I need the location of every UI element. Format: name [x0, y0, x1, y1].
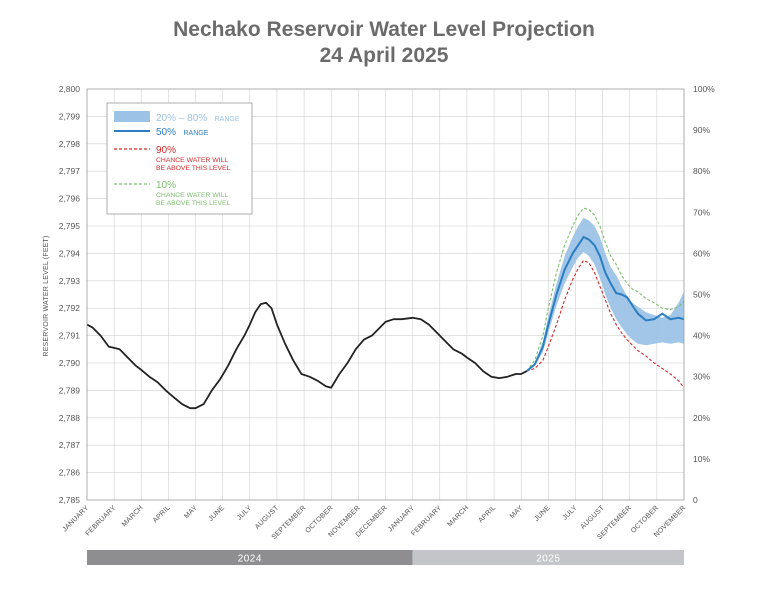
y-tick-label: 2,789: [59, 385, 81, 395]
series-lines: [86, 207, 685, 410]
x-month-label: MAY: [509, 504, 525, 520]
y-axis-label: RESERVOIR WATER LEVEL (FEET): [43, 235, 50, 356]
year-bar: [412, 550, 684, 565]
y2-tick-label: 90%: [693, 125, 710, 135]
y2-tick-label: 0: [693, 495, 698, 505]
x-month-label: MAY: [183, 504, 199, 520]
x-month-label: APRIL: [477, 504, 497, 524]
range-band-group: [526, 217, 684, 372]
legend: 20% – 80% RANGE 50% RANGE 90% CHANCE WAT…: [106, 102, 253, 215]
legend-p10-line2: BE ABOVE THIS LEVEL: [156, 200, 231, 207]
x-month-label: AUGUST: [254, 504, 281, 531]
legend-p90-line1: CHANCE WATER WILL: [156, 157, 228, 164]
y2-tick-label: 30%: [693, 372, 710, 382]
x-month-label: JULY: [562, 504, 579, 521]
legend-p90-line2: BE ABOVE THIS LEVEL: [156, 165, 231, 172]
x-month-label: MARCH: [121, 504, 145, 528]
series-line-p10: [526, 207, 685, 372]
x-month-label: JULY: [236, 504, 253, 521]
y2-tick-label: 100%: [693, 84, 715, 94]
y2-tick-label: 20%: [693, 413, 710, 423]
y-tick-label: 2,787: [59, 440, 81, 450]
y-tick-label: 2,792: [59, 303, 81, 313]
y2-axis-ticks: 100% 90% 80% 70% 60% 50% 40% 30% 20% 10% 0: [693, 84, 715, 505]
y-tick-label: 2,785: [59, 495, 81, 505]
x-month-label: APRIL: [152, 504, 172, 524]
series-line-observed: [86, 301, 528, 410]
chart-title-line1: Nechako Reservoir Water Level Projection: [173, 18, 595, 41]
y-tick-label: 2,791: [59, 331, 81, 341]
legend-p10-value: 10%: [156, 180, 176, 191]
year-bars: 2024 2025: [87, 550, 684, 565]
y2-tick-label: 50%: [693, 290, 710, 300]
y-tick-label: 2,800: [59, 84, 81, 94]
y-tick-label: 2,794: [59, 248, 81, 258]
plot-border: [86, 88, 685, 501]
year-label: 2024: [238, 554, 262, 565]
x-month-label: JANUARY: [387, 504, 416, 533]
range-band-20-80: [526, 217, 684, 372]
y2-tick-label: 80%: [693, 166, 710, 176]
chart-title: Nechako Reservoir Water Level Projection…: [0, 17, 768, 69]
x-month-label: MARCH: [447, 504, 471, 528]
x-month-label: AUGUST: [580, 504, 607, 531]
x-month-label: JUNE: [208, 504, 227, 523]
y-tick-label: 2,798: [59, 139, 81, 149]
legend-range-label: 20% – 80% RANGE: [156, 108, 240, 125]
legend-p10-line1: CHANCE WATER WILL: [156, 192, 228, 199]
y-tick-label: 2,786: [59, 468, 81, 478]
x-month-label: JUNE: [533, 504, 552, 523]
y-tick-label: 2,795: [59, 221, 81, 231]
y2-tick-label: 60%: [693, 248, 710, 258]
series-line-p90: [526, 259, 685, 389]
y-tick-label: 2,790: [59, 358, 81, 368]
legend-median-value: 50%: [156, 127, 176, 138]
legend-range-suffix: RANGE: [215, 116, 240, 123]
y-tick-label: 2,797: [59, 166, 81, 176]
legend-range-value: 20% – 80%: [156, 113, 207, 124]
year-label: 2025: [536, 554, 560, 565]
y-tick-label: 2,788: [59, 413, 81, 423]
y-tick-label: 2,799: [59, 111, 81, 121]
year-bar: [87, 550, 413, 565]
x-month-label: JANUARY: [61, 504, 90, 533]
y-tick-label: 2,796: [59, 194, 81, 204]
y2-tick-label: 10%: [693, 454, 710, 464]
series-line-p50: [525, 235, 685, 372]
y2-tick-label: 70%: [693, 207, 710, 217]
legend-p90-value: 90%: [156, 145, 176, 156]
legend-range-swatch: [114, 111, 150, 122]
y-tick-label: 2,793: [59, 276, 81, 286]
chart-title-line2: 24 April 2025: [319, 44, 449, 67]
y2-tick-label: 40%: [693, 331, 710, 341]
y-axis-ticks: 2,800 2,799 2,798 2,797 2,796 2,795 2,794 2,793…: [59, 84, 81, 505]
legend-median-label: 50% RANGE: [156, 122, 209, 139]
legend-median-suffix: RANGE: [183, 130, 208, 137]
